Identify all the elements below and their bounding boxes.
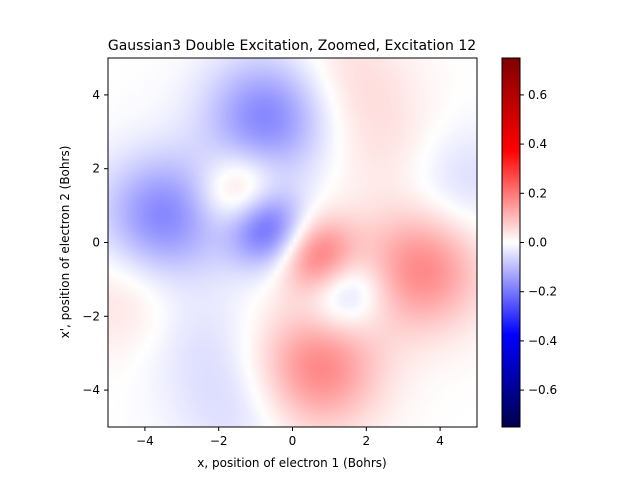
colorbar: 0.6 0.4 0.2 0.0 −0.2 −0.4 −0.6 xyxy=(501,57,557,428)
colorbar-tick-label: 0.2 xyxy=(528,186,547,200)
x-tick-label: 0 xyxy=(289,434,297,448)
x-tick-label: 2 xyxy=(362,434,370,448)
colorbar-tick-label: −0.6 xyxy=(528,383,557,397)
x-axis-label: x, position of electron 1 (Bohrs) xyxy=(197,456,386,470)
x-tick-label: −2 xyxy=(210,434,228,448)
y-tick-label: 4 xyxy=(92,88,100,102)
y-tick-label: 0 xyxy=(92,236,100,250)
colorbar-tick-label: 0.4 xyxy=(528,137,547,151)
y-tick-label: −4 xyxy=(82,383,100,397)
x-axis-ticks: −4 −2 0 2 4 xyxy=(136,427,444,448)
y-axis-ticks: −4 −2 0 2 4 xyxy=(82,88,108,397)
plot-area xyxy=(107,57,478,428)
y-axis-label: x', position of electron 2 (Bohrs) xyxy=(58,146,72,339)
colorbar-ticks: 0.6 0.4 0.2 0.0 −0.2 −0.4 −0.6 xyxy=(520,88,557,397)
chart-title: Gaussian3 Double Excitation, Zoomed, Exc… xyxy=(108,38,476,54)
y-tick-label: −2 xyxy=(82,309,100,323)
colorbar-tick-label: −0.2 xyxy=(528,285,557,299)
heatmap-image xyxy=(108,58,477,427)
colorbar-tick-label: −0.4 xyxy=(528,334,557,348)
x-tick-label: 4 xyxy=(436,434,444,448)
x-tick-label: −4 xyxy=(136,434,154,448)
colorbar-tick-label: 0.6 xyxy=(528,88,547,102)
colorbar-tick-label: 0.0 xyxy=(528,236,547,250)
y-tick-label: 2 xyxy=(92,162,100,176)
colorbar-gradient xyxy=(501,57,521,428)
